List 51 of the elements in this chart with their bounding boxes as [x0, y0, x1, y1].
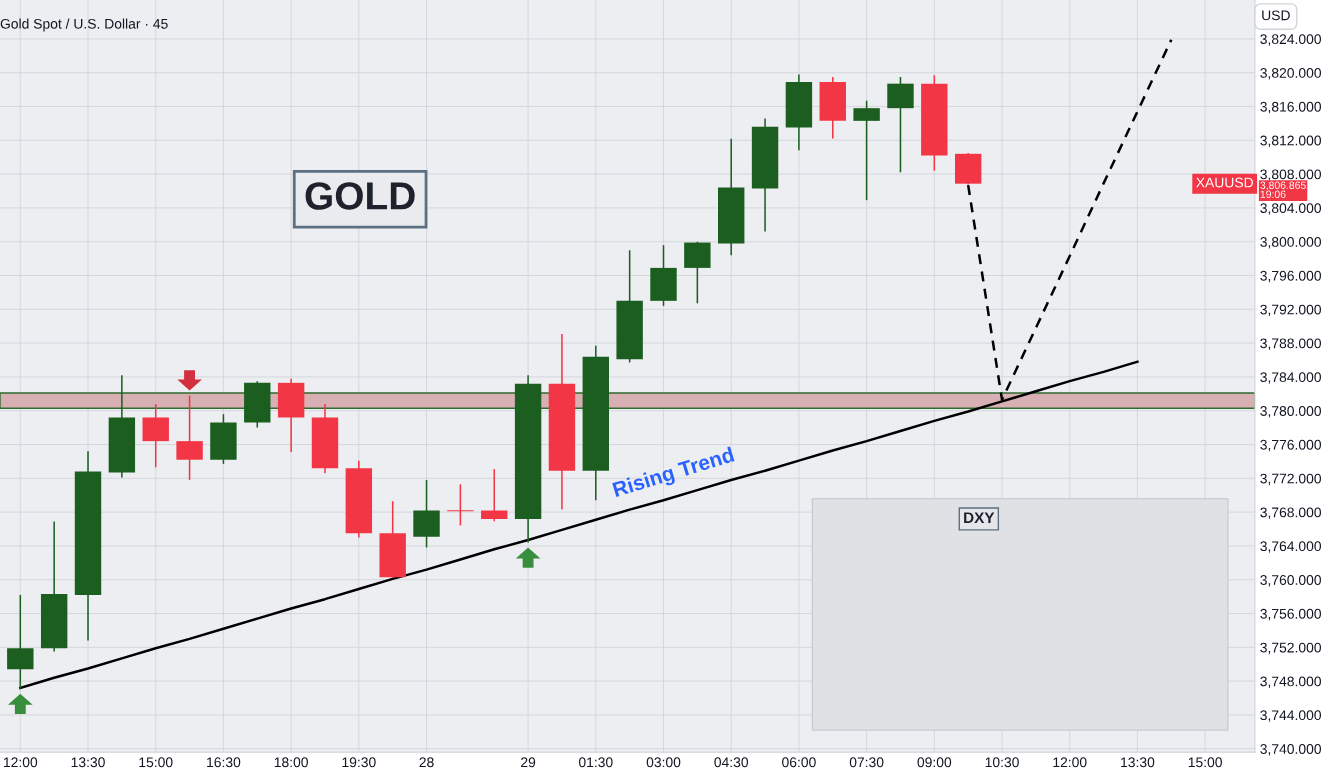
y-tick-label: 3,740.000: [1260, 744, 1322, 756]
text: USD: [1262, 10, 1290, 21]
annotation: Rising Trend: [612, 446, 736, 502]
x-tick-label: 15:00: [1188, 757, 1222, 768]
x-tick-label: 12:00: [1053, 757, 1087, 768]
y-tick-label: 3,820.000: [1260, 68, 1322, 80]
y-tick-label: 3,780.000: [1260, 406, 1322, 418]
y-tick-label: 3,748.000: [1260, 676, 1322, 688]
x-tick-label: 06:00: [782, 757, 816, 768]
y-tick-label: 3,792.000: [1260, 304, 1322, 317]
text: 19:06: [1260, 190, 1286, 198]
y-tick-label: 3,784.000: [1260, 372, 1322, 384]
y-tick-label: 3,788.000: [1260, 338, 1322, 350]
annotation: DXY: [964, 512, 995, 523]
x-tick-label: 09:00: [917, 757, 952, 768]
text: Gold Spot / U.S. Dollar · 45: [0, 18, 168, 32]
x-tick-label: 13:30: [71, 757, 105, 768]
y-tick-label: 3,760.000: [1260, 575, 1322, 587]
x-tick-label: 13:30: [1121, 757, 1155, 768]
text: 3,806.865: [1260, 181, 1306, 191]
x-tick-label: 04:30: [714, 757, 749, 768]
annotation: XAUUSD: [1196, 177, 1253, 188]
y-tick-label: 3,764.000: [1260, 541, 1322, 553]
candlestick: [853, 100, 880, 201]
y-tick-label: 3,752.000: [1260, 642, 1322, 655]
y-tick-label: 3,816.000: [1260, 101, 1322, 114]
x-tick-label: 18:00: [274, 757, 308, 768]
y-tick-label: 3,808.000: [1260, 169, 1322, 181]
y-tick-label: 3,772.000: [1260, 473, 1322, 486]
x-tick-label: 29: [521, 757, 536, 768]
annotation: GOLD: [305, 182, 415, 210]
y-tick-label: 3,812.000: [1260, 135, 1322, 148]
candlestick: [481, 469, 508, 522]
x-tick-label: 15:00: [139, 757, 173, 768]
x-tick-label: 28: [419, 757, 434, 768]
y-tick-label: 3,824.000: [1260, 34, 1322, 46]
y-tick-label: 3,776.000: [1260, 439, 1322, 452]
y-tick-label: 3,800.000: [1260, 237, 1322, 249]
x-tick-label: 01:30: [578, 757, 613, 768]
y-tick-label: 3,756.000: [1260, 608, 1322, 621]
x-tick-label: 03:00: [646, 757, 681, 768]
y-tick-label: 3,804.000: [1260, 203, 1322, 215]
x-tick-label: 16:30: [207, 757, 241, 768]
x-tick-label: 12:00: [3, 757, 38, 768]
x-tick-label: 07:30: [849, 757, 884, 768]
x-tick-label: 19:30: [342, 757, 376, 768]
x-tick-label: 10:30: [985, 757, 1019, 768]
y-tick-label: 3,768.000: [1260, 507, 1322, 519]
y-tick-label: 3,796.000: [1260, 270, 1322, 283]
candlestick: [447, 484, 474, 526]
y-tick-label: 3,744.000: [1260, 710, 1322, 722]
